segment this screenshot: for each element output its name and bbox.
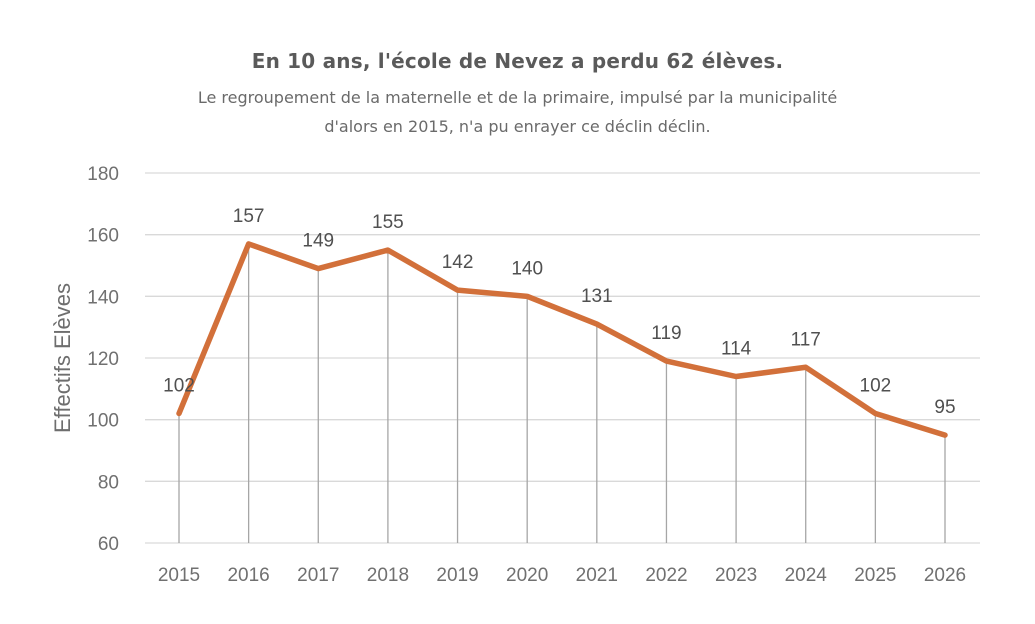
series-line xyxy=(176,241,948,438)
x-tick-label: 2026 xyxy=(924,565,966,586)
y-tick-label: 100 xyxy=(87,411,119,432)
data-label: 119 xyxy=(651,323,681,344)
data-label: 155 xyxy=(372,212,404,233)
data-label: 102 xyxy=(860,376,892,397)
x-tick-label: 2019 xyxy=(436,565,478,586)
y-tick-label: 120 xyxy=(87,349,119,370)
data-label: 157 xyxy=(233,206,265,227)
data-label: 102 xyxy=(163,376,195,397)
x-tick-label: 2025 xyxy=(854,565,896,586)
x-tick-label: 2015 xyxy=(158,565,200,586)
series-line-effectifs xyxy=(176,241,948,438)
data-label: 95 xyxy=(934,397,955,418)
data-label: 131 xyxy=(581,286,613,307)
chart-subtitle-line-2: d'alors en 2015, n'a pu enrayer ce décli… xyxy=(324,117,711,136)
y-tick-label: 180 xyxy=(87,164,119,185)
data-label: 142 xyxy=(442,252,474,273)
x-tick-label: 2018 xyxy=(367,565,409,586)
y-axis-ticks: 60 80 100 120 140 160 180 xyxy=(87,164,119,555)
y-tick-label: 60 xyxy=(98,534,119,555)
x-tick-label: 2023 xyxy=(715,565,757,586)
data-label: 114 xyxy=(721,339,752,360)
x-tick-label: 2016 xyxy=(227,565,269,586)
y-tick-label: 140 xyxy=(87,287,119,308)
x-tick-label: 2020 xyxy=(506,565,548,586)
x-axis-ticks: 2015 2016 2017 2018 2019 2020 2021 2022 2023 2024… xyxy=(158,565,966,586)
data-label: 140 xyxy=(511,258,543,279)
y-axis-label: Effectifs Elèves xyxy=(50,283,75,433)
chart-title: En 10 ans, l'école de Nevez a perdu 62 é… xyxy=(251,49,784,73)
y-tick-label: 160 xyxy=(87,226,119,247)
x-tick-label: 2017 xyxy=(297,565,339,586)
x-tick-label: 2024 xyxy=(785,565,828,586)
data-labels: 102 157 149 155 142 140 131 119 114 117 102 95 xyxy=(163,206,955,418)
x-tick-label: 2022 xyxy=(645,565,687,586)
gridlines xyxy=(145,172,980,544)
chart-subtitle-line-1: Le regroupement de la maternelle et de l… xyxy=(197,88,838,107)
drop-lines xyxy=(178,243,946,543)
data-label: 149 xyxy=(302,231,334,252)
x-tick-label: 2021 xyxy=(576,565,618,586)
y-tick-label: 80 xyxy=(98,472,119,493)
data-label: 117 xyxy=(791,329,821,350)
